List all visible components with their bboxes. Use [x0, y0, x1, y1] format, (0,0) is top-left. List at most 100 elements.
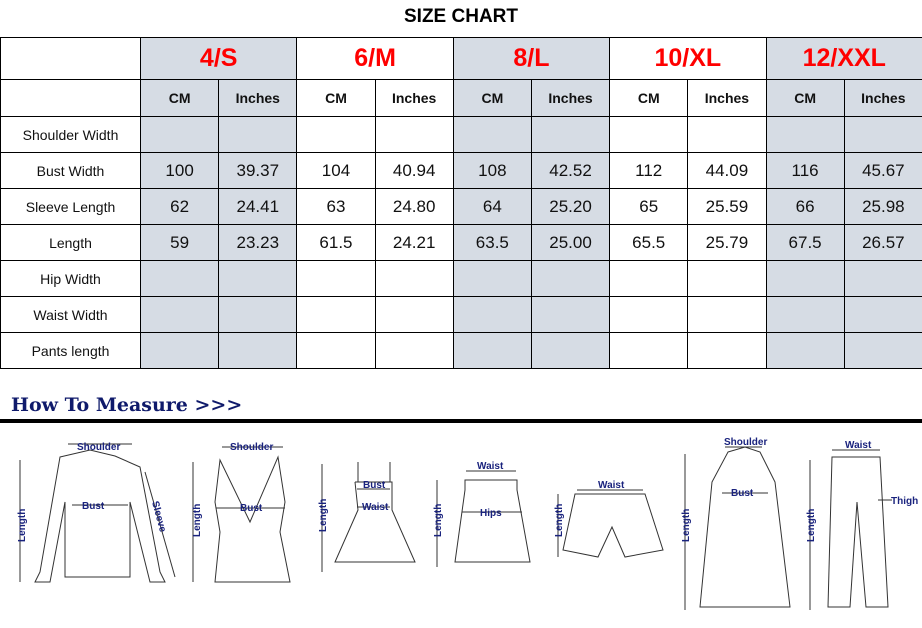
table-cell: 45.67: [843, 152, 922, 189]
table-cell: 67.5: [765, 224, 845, 261]
label-waist: Waist: [598, 480, 625, 491]
label-length: Length: [681, 509, 692, 542]
label-thigh: Thigh: [891, 496, 918, 507]
table-cell: 108: [452, 152, 532, 189]
label-length: Length: [17, 509, 28, 542]
label-bust: Bust: [731, 488, 754, 499]
table-cell: [687, 116, 767, 153]
label-length: Length: [806, 509, 817, 542]
size-header: 4/S: [139, 37, 298, 80]
table-row: Waist Width: [0, 296, 922, 333]
table-cell: [218, 260, 298, 297]
table-cell: [765, 116, 845, 153]
table-cell: 66: [765, 188, 845, 225]
label-bust: Bust: [240, 503, 263, 514]
table-cell: [609, 296, 689, 333]
size-header: 6/M: [296, 37, 454, 80]
corner-cell: [0, 37, 141, 80]
table-cell: 65.5: [609, 224, 689, 261]
table-cell: 64: [452, 188, 532, 225]
table-cell: [374, 296, 454, 333]
label-bust: Bust: [363, 480, 386, 491]
label-waist: Waist: [362, 502, 389, 513]
table-cell: [296, 260, 376, 297]
page-title: SIZE CHART: [404, 6, 518, 27]
unit-header: CM: [139, 79, 220, 117]
unit-header: Inches: [843, 79, 922, 117]
table-cell: 25.79: [687, 224, 767, 261]
label-shoulder: Shoulder: [77, 442, 120, 453]
table-cell: [609, 116, 689, 153]
table-cell: [765, 332, 845, 369]
table-row: Shoulder Width: [0, 116, 922, 153]
skirt-figure: Waist Hips Length: [433, 461, 531, 567]
table-cell: [139, 116, 220, 153]
table-row: Bust Width 100 39.37 104 40.94 108 42.52 112 44.…: [0, 152, 922, 189]
row-label: Length: [0, 224, 141, 261]
label-hips: Hips: [480, 508, 502, 519]
table-cell: [452, 296, 532, 333]
table-cell: [218, 296, 298, 333]
label-shoulder: Shoulder: [724, 437, 767, 448]
table-cell: [374, 116, 454, 153]
table-cell: 63: [296, 188, 376, 225]
size-header: 8/L: [452, 37, 611, 80]
size-chart-table: 4/S 6/M 8/L 10/XL 12/XXL CM Inches CM Inches CM In…: [0, 37, 922, 369]
table-cell: [843, 260, 922, 297]
measurement-illustrations: Shoulder Bust Length Sleeve Shoulder Bus…: [17, 437, 918, 610]
table-cell: [452, 116, 532, 153]
table-cell: 24.21: [374, 224, 454, 261]
table-cell: [530, 296, 611, 333]
table-cell: [765, 260, 845, 297]
table-cell: 25.59: [687, 188, 767, 225]
table-cell: [609, 260, 689, 297]
row-label: Bust Width: [0, 152, 141, 189]
label-bust: Bust: [82, 501, 105, 512]
table-cell: 25.00: [530, 224, 611, 261]
table-row: Sleeve Length 62 24.41 63 24.80 64 25.20 65 25.5…: [0, 188, 922, 225]
table-cell: 25.20: [530, 188, 611, 225]
table-cell: [374, 332, 454, 369]
table-cell: [765, 296, 845, 333]
table-cell: [296, 116, 376, 153]
table-cell: [530, 260, 611, 297]
label-length: Length: [433, 504, 444, 537]
size-header: 12/XXL: [765, 37, 922, 80]
table-cell: [687, 260, 767, 297]
coat-figure: Shoulder Bust Length: [681, 437, 791, 610]
table-cell: [843, 116, 922, 153]
size-header-row: 4/S 6/M 8/L 10/XL 12/XXL: [0, 37, 922, 80]
table-cell: 100: [139, 152, 220, 189]
table-cell: 25.98: [843, 188, 922, 225]
unit-header: Inches: [530, 79, 611, 117]
row-label: Sleeve Length: [0, 188, 141, 225]
table-cell: 42.52: [530, 152, 611, 189]
table-cell: 24.41: [218, 188, 298, 225]
corner-cell: [0, 79, 141, 117]
table-cell: [296, 296, 376, 333]
table-cell: [452, 332, 532, 369]
table-cell: [374, 260, 454, 297]
blouse-figure: Shoulder Bust Length Sleeve: [17, 442, 176, 583]
label-length: Length: [318, 499, 329, 532]
row-label: Hip Width: [0, 260, 141, 297]
table-cell: 61.5: [296, 224, 376, 261]
unit-header: Inches: [687, 79, 767, 117]
label-length: Length: [192, 504, 203, 537]
table-cell: [139, 332, 220, 369]
table-cell: [296, 332, 376, 369]
table-cell: [843, 332, 922, 369]
table-cell: [530, 332, 611, 369]
table-cell: [218, 116, 298, 153]
unit-header: CM: [296, 79, 376, 117]
shorts-figure: Waist Length: [554, 480, 664, 558]
label-shoulder: Shoulder: [230, 442, 273, 453]
table-cell: 44.09: [687, 152, 767, 189]
pants-figure: Waist Thigh Length: [806, 440, 918, 610]
unit-header: CM: [609, 79, 689, 117]
table-cell: 23.23: [218, 224, 298, 261]
unit-header-row: CM Inches CM Inches CM Inches CM Inches CM Inches: [0, 79, 922, 117]
table-cell: [687, 296, 767, 333]
table-cell: 40.94: [374, 152, 454, 189]
table-cell: 104: [296, 152, 376, 189]
